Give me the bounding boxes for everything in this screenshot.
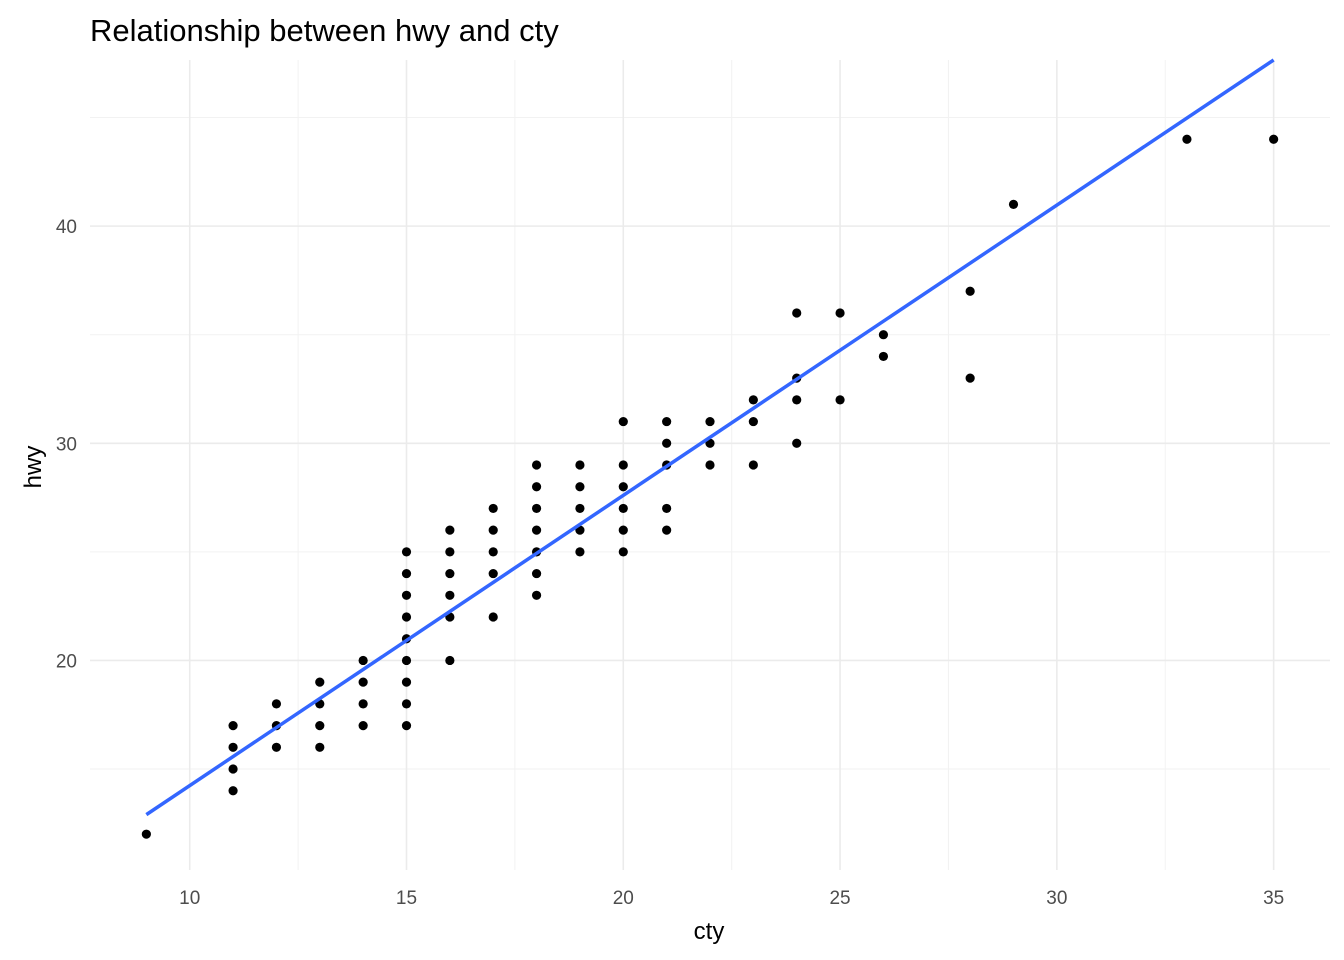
data-point — [748, 395, 758, 405]
y-tick-label: 30 — [56, 434, 77, 455]
y-tick-label: 20 — [56, 651, 77, 672]
data-point — [705, 460, 715, 470]
data-point — [228, 742, 238, 752]
data-point — [488, 568, 498, 579]
data-point — [531, 525, 542, 535]
y-axis-ticks: 20 30 40 — [56, 217, 77, 672]
data-point — [662, 438, 672, 448]
data-point — [401, 590, 412, 600]
data-point — [575, 460, 585, 470]
data-point — [228, 720, 238, 731]
y-axis-label: hwy — [20, 446, 47, 489]
data-point — [445, 568, 455, 579]
data-point — [965, 286, 975, 296]
x-tick-label: 25 — [829, 888, 850, 909]
data-point — [748, 460, 758, 470]
data-point — [1182, 134, 1192, 144]
data-point — [401, 699, 412, 709]
data-point — [445, 590, 455, 600]
data-point — [445, 525, 455, 535]
x-tick-label: 20 — [613, 888, 634, 909]
x-axis-label: cty — [694, 918, 725, 945]
data-point — [488, 503, 498, 514]
data-point — [488, 612, 498, 622]
data-point — [662, 503, 672, 514]
fit-line — [145, 58, 1275, 817]
data-point — [575, 547, 585, 557]
data-point — [401, 720, 412, 731]
data-point — [531, 460, 542, 470]
data-point — [401, 677, 412, 687]
data-point — [401, 568, 412, 579]
x-axis-ticks: 10 15 20 25 30 35 — [179, 888, 1284, 909]
data-point — [401, 655, 412, 666]
data-points — [141, 134, 1279, 839]
data-point — [618, 416, 628, 427]
data-point — [445, 655, 455, 666]
data-point — [358, 720, 368, 731]
data-point — [878, 351, 889, 362]
data-point — [531, 503, 542, 514]
data-point — [531, 590, 542, 600]
data-point — [662, 525, 672, 535]
x-tick-label: 15 — [396, 888, 417, 909]
data-point — [358, 677, 368, 687]
data-point — [315, 677, 325, 687]
y-tick-label: 40 — [56, 217, 77, 238]
data-point — [531, 482, 542, 492]
data-point — [315, 742, 325, 752]
data-point — [965, 373, 975, 383]
data-point — [618, 503, 628, 514]
data-point — [271, 742, 282, 752]
data-point — [401, 612, 412, 622]
data-point — [445, 547, 455, 557]
data-point — [792, 308, 802, 318]
data-point — [531, 568, 542, 579]
data-point — [878, 330, 889, 340]
data-point — [835, 395, 845, 405]
x-tick-label: 30 — [1046, 888, 1067, 909]
data-point — [575, 482, 585, 492]
data-point — [1008, 199, 1019, 210]
data-point — [401, 547, 412, 557]
data-point — [228, 786, 238, 796]
data-point — [705, 438, 715, 448]
x-tick-label: 35 — [1263, 888, 1284, 909]
data-point — [835, 308, 845, 318]
data-point — [748, 416, 758, 427]
data-point — [618, 460, 628, 470]
data-point — [662, 416, 672, 427]
data-point — [792, 395, 802, 405]
data-point — [315, 720, 325, 731]
data-point — [618, 525, 628, 535]
chart-title: Relationship between hwy and cty — [90, 13, 559, 48]
data-point — [488, 547, 498, 557]
data-point — [141, 829, 151, 839]
data-point — [488, 525, 498, 535]
data-point — [575, 503, 585, 514]
data-point — [228, 764, 238, 774]
data-point — [1269, 134, 1279, 144]
data-point — [618, 482, 628, 492]
data-point — [358, 699, 368, 709]
data-point — [792, 438, 802, 448]
x-tick-label: 10 — [179, 888, 200, 909]
data-point — [618, 547, 628, 557]
data-point — [358, 655, 368, 666]
data-point — [705, 416, 715, 427]
data-point — [271, 699, 282, 709]
